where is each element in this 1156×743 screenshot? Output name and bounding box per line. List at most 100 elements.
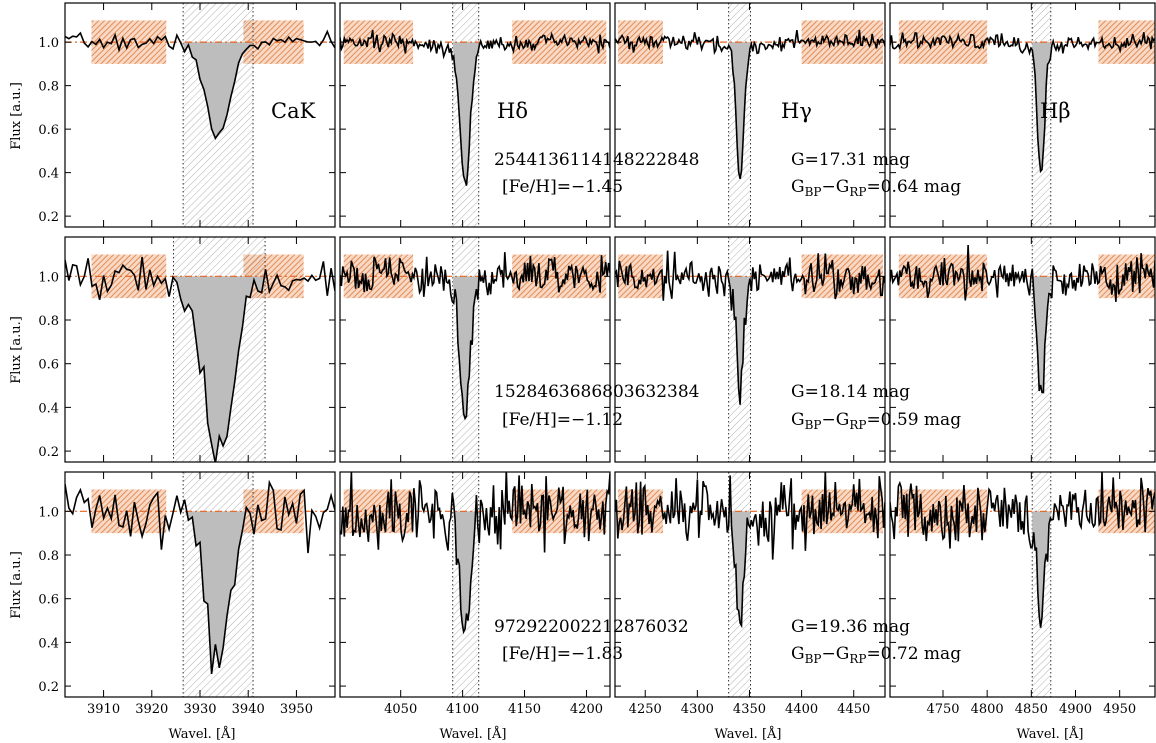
spectrum-row1-cak (65, 29, 335, 140)
color-row1-bp: BP (805, 185, 822, 199)
spectrum-row3-hgamma (615, 472, 885, 629)
source-id-row2: 1528463686803632384 (494, 382, 700, 402)
spectrum-row3-hdelta (340, 472, 610, 635)
x-tick-label-hdelta-4100: 4100 (446, 702, 479, 717)
frame-row1-hbeta (889, 2, 1156, 228)
frame-row2-hdelta (339, 236, 611, 463)
x-tick-label-hbeta-4750: 4750 (926, 702, 959, 717)
y-axis-label-row3: Flux [a.u.] (9, 551, 24, 619)
panel-row3-hbeta (890, 472, 1155, 697)
x-tick-label-hgamma-4450: 4450 (837, 702, 870, 717)
spectrum-row1-hbeta (890, 32, 1155, 174)
panel-row3-hdelta (340, 472, 610, 697)
frame-row1-hdelta (339, 2, 611, 228)
x-tick-label-hgamma-4300: 4300 (681, 702, 714, 717)
absorption-fill-row3-hbeta (1032, 511, 1051, 628)
x-axis-label-cak: Wavel. [Å] (169, 726, 236, 742)
absorption-fill-row2-hbeta (1032, 276, 1051, 393)
line-label-cak: CaK (271, 99, 316, 123)
feh-row1: [Fe/H]=−1.45 (502, 177, 623, 197)
panel-row1-cak (65, 3, 335, 227)
absorption-fill-row3-hdelta (452, 511, 479, 632)
y-tick-label-row2-0: 0.2 (38, 445, 59, 460)
y-tick-label-row1-2: 0.6 (38, 123, 59, 138)
absorption-fill-row2-hdelta (452, 276, 479, 419)
color-row1-val: =0.64 mag (866, 177, 961, 197)
x-tick-label-cak-3920: 3920 (135, 702, 168, 717)
x-tick-label-hgamma-4350: 4350 (733, 702, 766, 717)
x-tick-label-hdelta-4050: 4050 (384, 702, 417, 717)
y-axis-label-row1: Flux [a.u.] (9, 82, 24, 150)
line-label-hbeta: Hβ (1040, 99, 1070, 123)
x-tick-label-cak-3910: 3910 (87, 702, 120, 717)
absorption-fill-row3-cak (183, 511, 253, 674)
x-tick-label-cak-3940: 3940 (232, 702, 265, 717)
frame-row3-hbeta (889, 471, 1156, 698)
panel-row1-hbeta (890, 3, 1155, 227)
x-tick-label-hdelta-4150: 4150 (508, 702, 541, 717)
x-tick-label-hgamma-4250: 4250 (629, 702, 662, 717)
spectrum-row3-hbeta (890, 472, 1155, 628)
color-row1-g: G (791, 177, 805, 197)
absorption-fill-row1-cak (183, 42, 253, 139)
y-tick-label-row1-1: 0.4 (38, 167, 59, 182)
spectrum-row1-hdelta (340, 29, 610, 186)
source-id-row1: 2544136114148222848 (494, 150, 700, 170)
gmag-row2: G=18.14 mag (791, 382, 910, 402)
source-id-row3: 972922002212876032 (494, 617, 689, 637)
y-tick-label-row2-3: 0.8 (38, 314, 59, 329)
gmag-row1: G=17.31 mag (791, 150, 910, 170)
y-tick-label-row3-0: 0.2 (38, 680, 59, 695)
y-axis-label-row2: Flux [a.u.] (9, 316, 24, 384)
feh-row2: [Fe/H]=−1.12 (502, 410, 623, 430)
y-tick-label-row2-1: 0.4 (38, 401, 59, 416)
x-axis-label-hbeta: Wavel. [Å] (1017, 726, 1084, 742)
panel-row1-hgamma (615, 3, 885, 227)
color-row2-bp: BP (805, 418, 822, 432)
y-tick-label-row3-2: 0.6 (38, 593, 59, 608)
color-row1: GBP−GRP=0.64 mag (791, 177, 961, 199)
x-tick-label-cak-3950: 3950 (280, 702, 313, 717)
color-row1-mid: −G (822, 177, 850, 197)
x-axis-label-hdelta: Wavel. [Å] (440, 726, 507, 742)
plot-layer: 0.2 0.4 0.6 0.8 1.0 0.2 0.4 0.6 0.8 1.0 3910 3920 39… (38, 2, 1156, 717)
y-tick-label-row1-3: 0.8 (38, 80, 59, 95)
spectrum-row3-cak (65, 479, 335, 675)
color-row2-val: =0.59 mag (866, 410, 961, 430)
color-row3-mid: −G (822, 644, 850, 664)
line-label-hgamma: Hγ (781, 99, 812, 123)
color-row3-bp: BP (805, 652, 822, 666)
color-row3: GBP−GRP=0.72 mag (791, 644, 961, 666)
spectrum-row2-hbeta (890, 244, 1155, 394)
panel-row2-cak (65, 237, 335, 462)
color-row2-mid: −G (822, 410, 850, 430)
color-row1-rp: RP (849, 185, 866, 199)
x-tick-label-hbeta-4900: 4900 (1059, 702, 1092, 717)
frame-row1-hgamma (614, 2, 886, 228)
spectrum-row2-cak (65, 256, 335, 462)
y-tick-label-row3-1: 0.4 (38, 636, 59, 651)
line-label-hdelta: Hδ (497, 99, 528, 123)
panel-row3-cak (65, 472, 335, 697)
y-tick-label-row3-4: 1.0 (38, 505, 59, 520)
spectrum-row2-hdelta (340, 252, 610, 421)
feh-row3: [Fe/H]=−1.83 (502, 644, 623, 664)
frame-row3-hdelta (339, 471, 611, 698)
color-row2: GBP−GRP=0.59 mag (791, 410, 961, 432)
x-axis-label-hgamma: Wavel. [Å] (715, 726, 782, 742)
panel-row2-hdelta (340, 237, 610, 462)
panel-row1-hdelta (340, 3, 610, 227)
y-tick-label-row1-4: 1.0 (38, 36, 59, 51)
spectrum-row1-hgamma (615, 29, 885, 179)
y-tick-label-row1-0: 0.2 (38, 210, 59, 225)
x-tick-label-cak-3930: 3930 (183, 702, 216, 717)
absorption-fill-row1-hdelta (452, 42, 479, 186)
x-tick-label-hbeta-4850: 4850 (1015, 702, 1048, 717)
frame-row2-hbeta (889, 236, 1156, 463)
frame-row2-hgamma (614, 236, 886, 463)
spectrum-row2-hgamma (615, 250, 885, 405)
color-row2-g: G (791, 410, 805, 430)
y-tick-label-row2-2: 0.6 (38, 358, 59, 373)
absorption-fill-row3-hgamma (728, 511, 751, 626)
